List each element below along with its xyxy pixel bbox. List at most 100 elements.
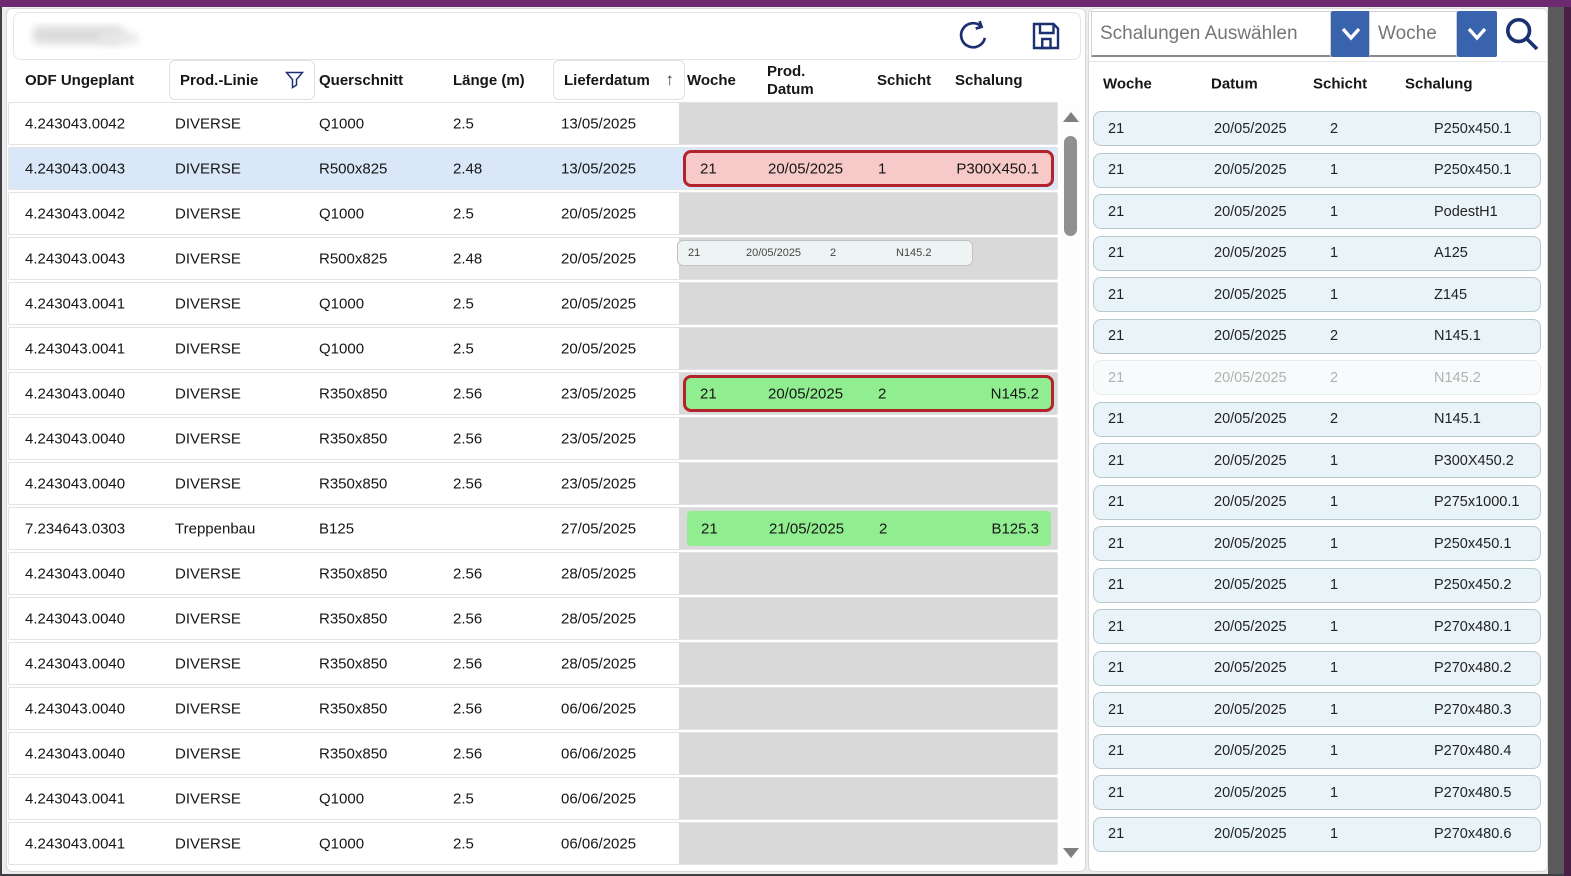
refresh-button[interactable] — [954, 17, 996, 55]
table-row[interactable]: 4.243043.0040 DIVERSE R350x850 2.56 06/0… — [8, 687, 1058, 730]
table-row[interactable]: 4.243043.0041 DIVERSE Q1000 2.5 20/05/20… — [8, 327, 1058, 370]
column-header-lieferdatum[interactable]: Lieferdatum ↑ — [553, 60, 685, 100]
card-datum: 20/05/2025 — [1214, 784, 1287, 801]
schalung-card[interactable]: 21 20/05/2025 1 P270x480.2 — [1093, 650, 1541, 686]
planning-dropzone[interactable] — [679, 283, 1057, 324]
schalung-card[interactable]: 21 20/05/2025 1 P270x480.4 — [1093, 733, 1541, 769]
column-header-schicht[interactable]: Schicht — [877, 71, 932, 89]
schalung-card[interactable]: 21 20/05/2025 1 P250x450.1 — [1093, 526, 1541, 561]
schalung-card[interactable]: 21 20/05/2025 1 P250x450.1 — [1093, 152, 1541, 188]
filter-bar: Schalungen Auswählen Woche — [1089, 9, 1547, 61]
woche-select[interactable]: Woche — [1369, 11, 1457, 57]
table-row[interactable]: 4.243043.0040 DIVERSE R350x850 2.56 23/0… — [8, 372, 1058, 415]
column-header-prod-datum[interactable]: Prod. Datum — [767, 62, 814, 98]
table-row[interactable]: 4.243043.0042 DIVERSE Q1000 2.5 20/05/20… — [8, 192, 1058, 235]
vertical-scrollbar[interactable] — [1061, 104, 1081, 866]
planning-dropzone[interactable] — [679, 193, 1057, 234]
woche-dropdown-button[interactable] — [1457, 11, 1497, 57]
planning-pill[interactable]: 21 20/05/2025 2 N145.2 — [683, 375, 1054, 412]
left-table-header: ODF Ungeplant Prod.-Linie Querschnitt Lä… — [7, 59, 1083, 102]
planning-pill[interactable]: 21 20/05/2025 1 P300X450.1 — [683, 150, 1054, 187]
cell-prod-linie: DIVERSE — [175, 745, 241, 762]
woche-select-placeholder: Woche — [1378, 22, 1437, 44]
column-header-laenge[interactable]: Länge (m) — [453, 71, 525, 89]
planning-pill[interactable]: 21 21/05/2025 2 B125.3 — [687, 511, 1051, 546]
filter-funnel-icon[interactable] — [285, 71, 304, 89]
planning-pill[interactable]: 21 20/05/2025 2 N145.2 — [677, 240, 973, 266]
planning-dropzone[interactable] — [679, 733, 1057, 774]
table-row[interactable]: 4.243043.0040 DIVERSE R350x850 2.56 23/0… — [8, 462, 1058, 505]
planning-dropzone[interactable]: 21 20/05/2025 1 P300X450.1 — [679, 148, 1057, 189]
column-header-schalung[interactable]: Schalung — [955, 71, 1023, 89]
table-row[interactable]: 4.243043.0041 DIVERSE Q1000 2.5 06/06/20… — [8, 777, 1058, 820]
scrollbar-thumb[interactable] — [1064, 136, 1077, 236]
card-schicht: 1 — [1330, 826, 1339, 842]
schalung-card[interactable]: 21 20/05/2025 1 Z145 — [1093, 277, 1541, 312]
table-row[interactable]: 4.243043.0041 DIVERSE Q1000 2.5 20/05/20… — [8, 282, 1058, 325]
card-schalung: P275x1000.1 — [1434, 494, 1520, 510]
pill-ps: 2 — [830, 247, 837, 259]
schalung-card[interactable]: 21 20/05/2025 1 P270x480.5 — [1093, 775, 1541, 810]
planning-dropzone[interactable]: 21 20/05/2025 2 N145.2 — [677, 238, 1057, 279]
planning-dropzone[interactable] — [679, 463, 1057, 504]
table-row[interactable]: 4.243043.0040 DIVERSE R350x850 2.56 28/0… — [8, 642, 1058, 685]
schalung-card[interactable]: 21 20/05/2025 2 P250x450.1 — [1093, 111, 1541, 146]
planning-dropzone[interactable] — [679, 643, 1057, 684]
scroll-up-icon[interactable] — [1063, 112, 1079, 122]
schalung-card[interactable]: 21 20/05/2025 1 PodestH1 — [1093, 194, 1541, 229]
schalung-card[interactable]: 21 20/05/2025 1 P270x480.3 — [1093, 692, 1541, 727]
table-row[interactable]: 4.243043.0040 DIVERSE R350x850 2.56 28/0… — [8, 597, 1058, 640]
schalung-card[interactable]: 21 20/05/2025 1 A125 — [1093, 235, 1541, 271]
schalung-card[interactable]: 21 20/05/2025 2 N145.2 — [1093, 360, 1541, 395]
planning-dropzone[interactable] — [679, 553, 1057, 594]
table-row[interactable]: 4.243043.0042 DIVERSE Q1000 2.5 13/05/20… — [8, 102, 1058, 145]
schalung-card[interactable]: 21 20/05/2025 2 N145.1 — [1093, 401, 1541, 437]
table-row[interactable]: 7.234643.0303 Treppenbau B125 27/05/2025… — [8, 507, 1058, 550]
cell-odf: 4.243043.0040 — [25, 475, 126, 492]
card-datum: 20/05/2025 — [1214, 701, 1287, 718]
table-row[interactable]: 4.243043.0040 DIVERSE R350x850 2.56 06/0… — [8, 732, 1058, 775]
schalung-card[interactable]: 21 20/05/2025 1 P270x480.1 — [1093, 609, 1541, 644]
scroll-down-icon[interactable] — [1063, 848, 1079, 858]
card-schicht: 2 — [1330, 369, 1339, 386]
planning-dropzone[interactable] — [679, 103, 1057, 144]
column-header-querschnitt[interactable]: Querschnitt — [319, 71, 404, 89]
card-woche: 21 — [1108, 701, 1125, 718]
planning-dropzone[interactable] — [679, 823, 1057, 864]
card-datum: 20/05/2025 — [1214, 245, 1287, 261]
save-button[interactable] — [1028, 17, 1070, 55]
schalung-card[interactable]: 21 20/05/2025 1 P270x480.6 — [1093, 816, 1541, 852]
card-datum: 20/05/2025 — [1214, 826, 1287, 842]
planning-dropzone[interactable] — [679, 328, 1057, 369]
card-schalung: P250x450.1 — [1434, 162, 1512, 178]
card-schalung: P250x450.1 — [1434, 120, 1512, 137]
table-row[interactable]: 4.243043.0041 DIVERSE Q1000 2.5 06/06/20… — [8, 822, 1058, 865]
schalung-card[interactable]: 21 20/05/2025 1 P300X450.2 — [1093, 443, 1541, 478]
table-row[interactable]: 4.243043.0043 DIVERSE R500x825 2.48 20/0… — [8, 237, 1058, 280]
planning-dropzone[interactable] — [679, 778, 1057, 819]
card-schicht: 1 — [1330, 494, 1339, 510]
table-row[interactable]: 4.243043.0043 DIVERSE R500x825 2.48 13/0… — [8, 147, 1058, 190]
pill-pw: 21 — [700, 385, 717, 402]
planning-dropzone[interactable] — [679, 598, 1057, 639]
column-header-prod-linie[interactable]: Prod.-Linie — [169, 60, 315, 100]
card-schicht: 1 — [1330, 743, 1339, 759]
planning-dropzone[interactable] — [679, 688, 1057, 729]
schalungen-dropdown-button[interactable] — [1331, 11, 1371, 57]
search-button[interactable] — [1499, 11, 1545, 57]
schalungen-select[interactable]: Schalungen Auswählen — [1091, 11, 1331, 57]
cell-odf: 4.243043.0043 — [25, 160, 126, 177]
cell-lieferdatum: 23/05/2025 — [561, 475, 637, 492]
planning-dropzone[interactable]: 21 20/05/2025 2 N145.2 — [679, 373, 1057, 414]
table-row[interactable]: 4.243043.0040 DIVERSE R350x850 2.56 28/0… — [8, 552, 1058, 595]
schalung-card[interactable]: 21 20/05/2025 1 P275x1000.1 — [1093, 484, 1541, 520]
schalung-card[interactable]: 21 20/05/2025 2 N145.1 — [1093, 318, 1541, 354]
column-header-woche[interactable]: Woche — [687, 71, 736, 89]
table-row[interactable]: 4.243043.0040 DIVERSE R350x850 2.56 23/0… — [8, 417, 1058, 460]
column-header-odf-ungeplant[interactable]: ODF Ungeplant — [25, 71, 135, 89]
save-icon — [1032, 22, 1060, 50]
planning-dropzone[interactable] — [679, 418, 1057, 459]
schalung-card[interactable]: 21 20/05/2025 1 P250x450.2 — [1093, 567, 1541, 603]
planning-dropzone[interactable]: 21 21/05/2025 2 B125.3 — [679, 508, 1057, 549]
card-schicht: 1 — [1330, 203, 1339, 220]
